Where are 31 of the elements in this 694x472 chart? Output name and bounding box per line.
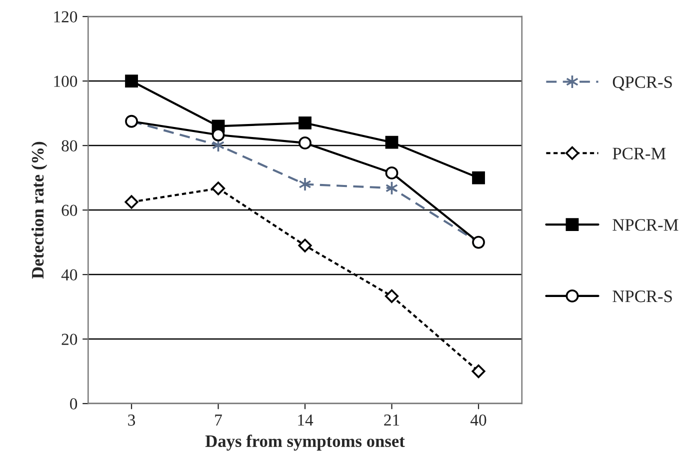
y-axis-title: Detection rate (%): [31, 142, 48, 279]
legend-label: QPCR-S: [612, 76, 672, 91]
legend-label: NPCR-S: [612, 290, 672, 302]
point: [298, 238, 312, 252]
x-tick-label: 14: [298, 414, 314, 426]
point: [385, 136, 398, 149]
point: [472, 364, 486, 378]
y-tick-label: 20: [62, 334, 78, 345]
x-tick-label: 3: [128, 414, 136, 426]
y-tick-label: 0: [70, 398, 78, 410]
x-axis-title: Days from symptoms onset: [205, 434, 405, 451]
point: [211, 182, 226, 196]
point: [124, 195, 138, 209]
y-tick-label: 40: [61, 269, 78, 280]
x-tick-label: 7: [215, 414, 222, 426]
point: [212, 128, 225, 142]
point: [384, 289, 399, 303]
legend-label: NPCR-M: [612, 219, 678, 231]
point: [472, 171, 485, 184]
y-tick-label: 100: [54, 76, 78, 87]
x-tick-label: 40: [470, 414, 486, 426]
point: [298, 136, 312, 150]
x-tick-label: 21: [384, 414, 400, 426]
point: [298, 177, 312, 192]
point: [125, 74, 138, 88]
y-tick-label: 80: [62, 140, 78, 152]
legend-label: PCR-M: [612, 148, 666, 160]
point: [385, 166, 398, 180]
y-tick-label: 120: [54, 11, 78, 22]
y-tick-label: 60: [62, 204, 78, 216]
point: [298, 116, 312, 130]
